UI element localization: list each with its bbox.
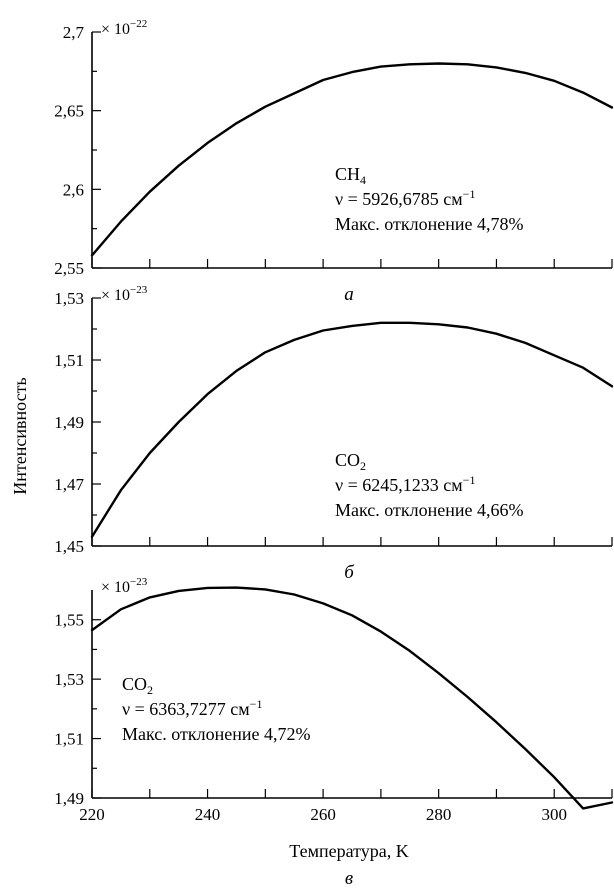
y-axis-title: Интенсивность xyxy=(10,377,30,494)
scale-factor: × 10−23 xyxy=(101,284,148,304)
y-tick-label: 2,7 xyxy=(63,23,85,42)
y-tick-label: 1,51 xyxy=(54,351,84,370)
scale-factor: × 10−22 xyxy=(101,18,147,38)
y-tick-label: 2,55 xyxy=(54,259,84,278)
molecule-label: CO2 xyxy=(122,674,153,697)
y-tick-label: 1,53 xyxy=(54,670,84,689)
molecule-label: CH4 xyxy=(335,164,366,187)
y-tick-label: 1,53 xyxy=(54,289,84,308)
wavenumber-label: ν = 6363,7277 см−1 xyxy=(122,697,262,719)
panel-letter: в xyxy=(345,868,353,889)
max-deviation-label: Макс. отклонение 4,66% xyxy=(335,500,524,520)
molecule-label: CO2 xyxy=(335,450,366,473)
series-line xyxy=(92,588,612,809)
y-tick-label: 1,51 xyxy=(54,730,84,749)
x-tick-label: 220 xyxy=(79,805,105,824)
y-tick-label: 1,45 xyxy=(54,537,84,556)
y-tick-label: 1,55 xyxy=(54,611,84,630)
scale-factor: × 10−23 xyxy=(101,576,148,596)
x-tick-label: 260 xyxy=(310,805,336,824)
y-tick-label: 1,49 xyxy=(54,413,84,432)
x-axis-title: Температура, K xyxy=(289,841,408,861)
x-tick-label: 280 xyxy=(426,805,452,824)
panel-letter: a xyxy=(344,284,354,305)
wavenumber-label: ν = 6245,1233 см−1 xyxy=(335,473,475,495)
x-tick-label: 300 xyxy=(541,805,567,824)
wavenumber-label: ν = 5926,6785 см−1 xyxy=(335,187,475,209)
panel-letter: б xyxy=(344,562,355,583)
x-tick-label: 240 xyxy=(195,805,221,824)
y-tick-label: 2,6 xyxy=(63,180,84,199)
max-deviation-label: Макс. отклонение 4,78% xyxy=(335,214,524,234)
y-tick-label: 2,65 xyxy=(54,102,84,121)
max-deviation-label: Макс. отклонение 4,72% xyxy=(122,724,311,744)
y-tick-label: 1,47 xyxy=(54,475,84,494)
